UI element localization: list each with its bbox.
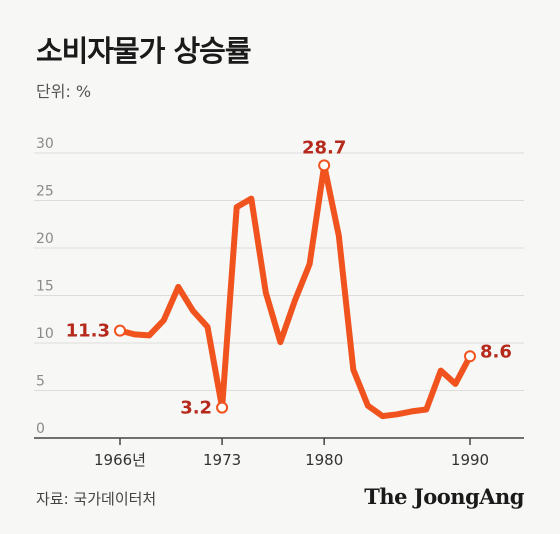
- y-tick-label: 0: [36, 421, 45, 437]
- data-label: 3.2: [180, 398, 212, 419]
- data-label: 11.3: [66, 321, 110, 342]
- y-tick-label: 15: [36, 279, 54, 295]
- unit-label: 단위: %: [36, 82, 92, 101]
- y-tick-label: 5: [36, 374, 45, 390]
- x-tick-label: 1973: [203, 451, 241, 469]
- y-tick-label: 30: [36, 136, 54, 152]
- x-tick-label: 1990: [451, 451, 489, 469]
- data-point-marker: [318, 159, 331, 172]
- x-tick-label: 1966년: [94, 451, 146, 469]
- y-tick-label: 25: [36, 184, 54, 200]
- data-point-marker: [464, 350, 476, 363]
- brand-logo: The JoongAng: [364, 484, 524, 509]
- data-point-marker: [216, 401, 229, 414]
- y-tick-label: 10: [36, 326, 54, 342]
- data-label: 8.6: [480, 341, 512, 362]
- chart-title: 소비자물가 상승률: [36, 34, 252, 68]
- source-note: 자료: 국가데이터처: [36, 490, 157, 508]
- data-label: 28.7: [302, 137, 346, 158]
- data-point-marker: [114, 324, 126, 337]
- series-line: [117, 162, 473, 420]
- x-tick-label: 1980: [305, 451, 343, 469]
- y-tick-label: 20: [36, 231, 54, 247]
